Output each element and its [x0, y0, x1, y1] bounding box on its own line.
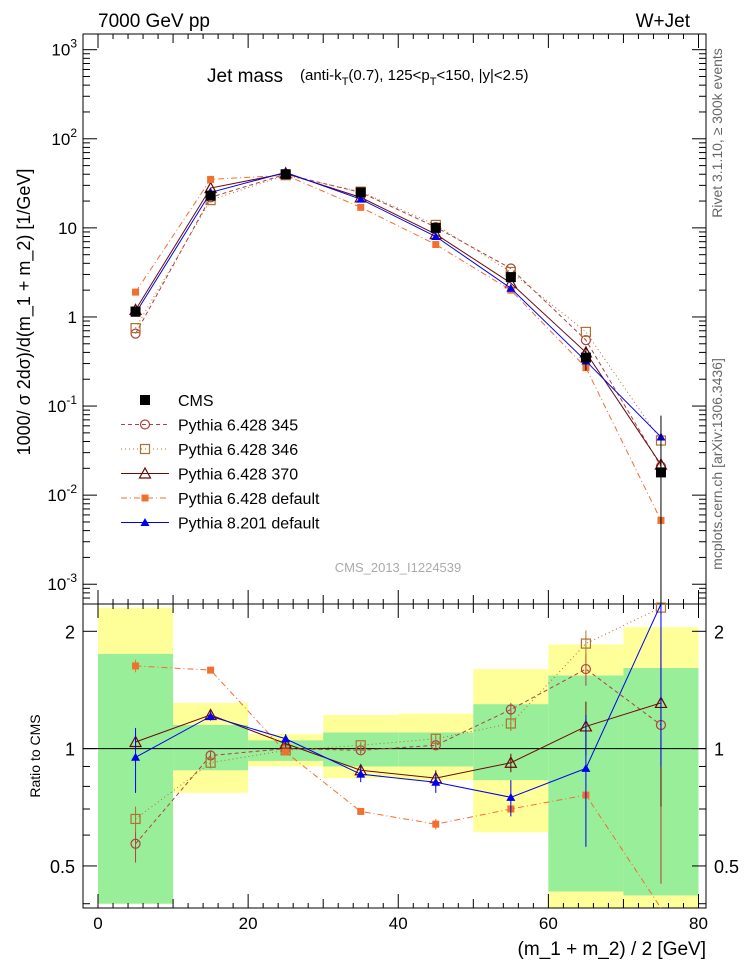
cms-point — [205, 190, 216, 201]
ratio-uncertainty-bands — [98, 607, 699, 908]
series-3-point — [432, 241, 440, 249]
cms-point — [430, 222, 441, 233]
y-tick-label: 10-1 — [47, 393, 77, 416]
y-tick-label: 10-2 — [47, 482, 77, 505]
series-1-ratio-line — [135, 607, 662, 820]
series-0-ratio-line — [135, 668, 662, 845]
series-3-point — [357, 203, 365, 211]
series-1-ratio-point — [580, 638, 592, 649]
series-3-point — [132, 288, 140, 296]
series-1-line — [135, 174, 662, 441]
x-tick-label: 80 — [689, 914, 708, 933]
cms-point — [655, 467, 666, 478]
cms-point — [280, 169, 291, 180]
axes — [82, 33, 707, 909]
y-tick-label: 102 — [51, 126, 77, 149]
ratio-y-tick-label: 2 — [65, 622, 75, 642]
x-tick-label: 40 — [389, 914, 408, 933]
series-1-ratio-point — [355, 740, 366, 751]
series-3-ratio-line — [135, 665, 662, 909]
series-4-ratio-point — [431, 777, 441, 786]
y-axis-label: 1000/ σ 2dσ)/d(m_1 + m_2) [1/GeV] — [14, 169, 35, 456]
series-4-point — [506, 283, 516, 292]
y-tick-label: 10 — [58, 219, 77, 238]
series-1-ratio-point — [205, 757, 216, 768]
series-0-point — [580, 334, 592, 346]
legend-marker — [138, 466, 152, 479]
series-1-ratio-point — [430, 733, 441, 744]
series-0-ratio-point — [130, 838, 141, 849]
series-0-point — [130, 328, 141, 339]
legend-label: Pythia 6.428 346 — [178, 442, 298, 459]
data-series — [129, 166, 668, 909]
series-1-point — [580, 326, 592, 337]
cms-point — [505, 272, 516, 283]
ratio-y-tick-label-right: 0.5 — [714, 857, 739, 877]
series-4-ratio-point — [131, 752, 141, 761]
chart-title: Jet mass — [207, 66, 283, 87]
series-3-point — [207, 175, 215, 183]
analysis-watermark: CMS_2013_I1224539 — [335, 560, 462, 575]
cms-point — [580, 352, 591, 363]
legend: CMS Pythia 6.428 345 Pythia 6.428 346 Pythi… — [121, 393, 320, 533]
series-1-ratio-point — [505, 718, 516, 729]
main-panel-frame — [82, 33, 707, 605]
series-4-ratio-point — [356, 769, 366, 778]
series-4-ratio-point — [206, 711, 216, 720]
cms-point — [130, 306, 141, 317]
legend-marker — [139, 419, 151, 430]
legend-marker — [140, 518, 150, 526]
legend-marker — [139, 443, 151, 455]
legend-label: Pythia 6.428 default — [178, 491, 320, 508]
series-0-line — [135, 173, 662, 467]
series-3-ratio-point — [207, 666, 215, 674]
series-1-point — [130, 322, 141, 334]
legend-marker — [140, 395, 150, 405]
ratio-y-tick-label: 1 — [65, 740, 75, 760]
x-axis-label: (m_1 + m_2) / 2 [GeV] — [518, 939, 707, 960]
series-4-ratio-point — [281, 734, 291, 743]
legend-label: Pythia 6.428 370 — [178, 467, 298, 484]
series-3-ratio-point — [282, 748, 290, 756]
series-3-line — [135, 174, 662, 521]
chart-subtitle: (anti-kT(0.7), 125<pT<150, |y|<2.5) — [300, 67, 529, 88]
cms-point — [355, 187, 366, 198]
header-left: 7000 GeV pp — [98, 11, 210, 32]
series-2-line — [135, 172, 662, 465]
series-4-ratio-point — [581, 763, 591, 772]
x-tick-label: 20 — [239, 914, 258, 933]
series-2-ratio-point — [279, 736, 293, 749]
series-4-point — [356, 194, 366, 203]
series-3-ratio-point — [132, 662, 140, 670]
x-tick-label: 0 — [93, 914, 102, 933]
series-4-ratio-line — [135, 603, 662, 798]
y-tick-label: 1 — [68, 308, 77, 327]
legend-label: CMS — [178, 393, 214, 410]
series-3-ratio-point — [432, 820, 440, 828]
y-tick-label: 103 — [51, 37, 77, 60]
header-right: W+Jet — [636, 11, 691, 32]
ratio-y-tick-label-right: 2 — [714, 622, 724, 642]
legend-marker — [141, 494, 149, 502]
mcplots-label: mcplots.cern.ch [arXiv:1306.3436] — [709, 358, 725, 570]
series-1-ratio-point — [130, 813, 141, 825]
y-tick-label: 10-3 — [47, 571, 77, 594]
tick-labels: 0 20 40 60 80 10-3 10-2 10-1 1 10 102 103 0.5 0.5 1 1 2 2 — [47, 37, 739, 933]
legend-label: Pythia 6.428 345 — [178, 418, 298, 435]
x-tick-label: 60 — [539, 914, 558, 933]
rivet-label: Rivet 3.1.10, ≥ 300k events — [709, 48, 725, 218]
ratio-y-tick-label-right: 1 — [714, 740, 724, 760]
series-0-ratio-point — [505, 704, 516, 715]
ratio-y-axis-label: Ratio to CMS — [27, 714, 43, 797]
ratio-panel-frame — [82, 603, 707, 909]
series-3-ratio-point — [357, 807, 365, 815]
series-2-ratio-point — [504, 755, 518, 768]
series-4-line — [135, 171, 662, 438]
series-4-ratio-point — [506, 792, 516, 801]
series-0-ratio-point — [580, 663, 592, 675]
ratio-y-tick-label: 0.5 — [50, 857, 75, 877]
legend-label: Pythia 8.201 default — [178, 516, 320, 533]
series-4-point — [431, 232, 441, 241]
